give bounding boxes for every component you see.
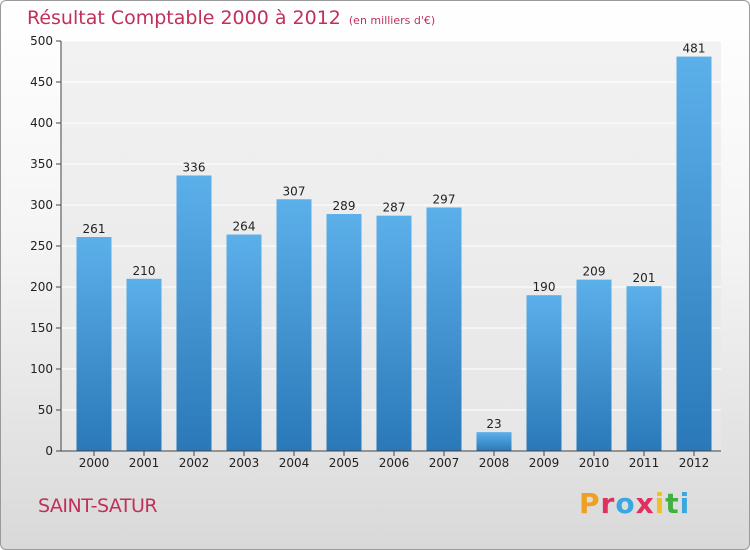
- bar-value-label: 210: [133, 264, 156, 278]
- y-tick-label: 0: [45, 444, 53, 458]
- bar-2012: [676, 56, 712, 451]
- bar-2001: [126, 278, 162, 451]
- bar-2006: [376, 215, 412, 451]
- bar-2010: [576, 279, 612, 451]
- x-tick-label: 2004: [279, 456, 310, 470]
- x-tick-label: 2010: [579, 456, 610, 470]
- x-tick-label: 2011: [629, 456, 660, 470]
- bar-value-label: 264: [233, 220, 256, 234]
- chart-title: Résultat Comptable 2000 à 2012 (en millie…: [27, 7, 435, 29]
- bar-2004: [276, 199, 312, 451]
- bar-value-label: 261: [83, 222, 106, 236]
- x-tick-label: 2006: [379, 456, 410, 470]
- bar-2003: [226, 234, 262, 451]
- logo-letter: x: [635, 487, 655, 520]
- bar-2008: [476, 432, 512, 451]
- bar-value-label: 307: [283, 184, 306, 198]
- logo-letter: i: [679, 487, 691, 520]
- logo-letter: i: [654, 487, 666, 520]
- bar-2000: [76, 236, 112, 451]
- chart-title-text: Résultat Comptable 2000 à 2012: [27, 7, 341, 29]
- x-tick-label: 2008: [479, 456, 510, 470]
- y-tick-label: 200: [30, 280, 53, 294]
- y-tick-label: 50: [38, 403, 53, 417]
- y-tick-label: 100: [30, 362, 53, 376]
- bar-2005: [326, 214, 362, 451]
- proxiti-logo: Proxiti: [579, 487, 690, 520]
- y-tick-label: 250: [30, 239, 53, 253]
- bar-2011: [626, 286, 662, 451]
- y-tick-label: 500: [30, 34, 53, 48]
- bar-2009: [526, 295, 562, 451]
- bar-value-label: 201: [633, 271, 656, 285]
- x-tick-label: 2009: [529, 456, 560, 470]
- bar-value-label: 209: [583, 265, 606, 279]
- bar-2002: [176, 175, 212, 452]
- x-tick-label: 2003: [229, 456, 260, 470]
- logo-letter: o: [615, 487, 636, 520]
- axes-group: 0 50 100 150 200 250 300 350 400 450 500 2000 2001 20…: [30, 34, 721, 470]
- y-tick-label: 350: [30, 157, 53, 171]
- bar-value-label: 190: [533, 280, 556, 294]
- y-tick-label: 450: [30, 75, 53, 89]
- bar-value-label: 336: [183, 160, 206, 174]
- x-tick-label: 2007: [429, 456, 460, 470]
- x-tick-label: 2002: [179, 456, 210, 470]
- city-name: SAINT-SATUR: [38, 495, 158, 517]
- bars-group: 261 210 336 264 307 289 287 297 23 190 209 201 481: [76, 42, 712, 452]
- y-tick-label: 150: [30, 321, 53, 335]
- y-tick-label: 400: [30, 116, 53, 130]
- x-tick-label: 2001: [129, 456, 160, 470]
- chart-unit: (en milliers d'€): [348, 14, 436, 27]
- bar-value-label: 297: [433, 192, 456, 206]
- x-tick-label: 2012: [679, 456, 710, 470]
- bar-value-label: 23: [486, 417, 501, 431]
- x-tick-label: 2000: [79, 456, 110, 470]
- bar-value-label: 287: [383, 201, 406, 215]
- logo-letter: P: [579, 487, 601, 520]
- bar-2007: [426, 207, 462, 451]
- x-tick-label: 2005: [329, 456, 360, 470]
- logo-letter: t: [665, 487, 680, 520]
- y-tick-label: 300: [30, 198, 53, 212]
- bar-value-label: 289: [333, 199, 356, 213]
- logo-letter: r: [600, 487, 616, 520]
- bar-value-label: 481: [683, 42, 706, 56]
